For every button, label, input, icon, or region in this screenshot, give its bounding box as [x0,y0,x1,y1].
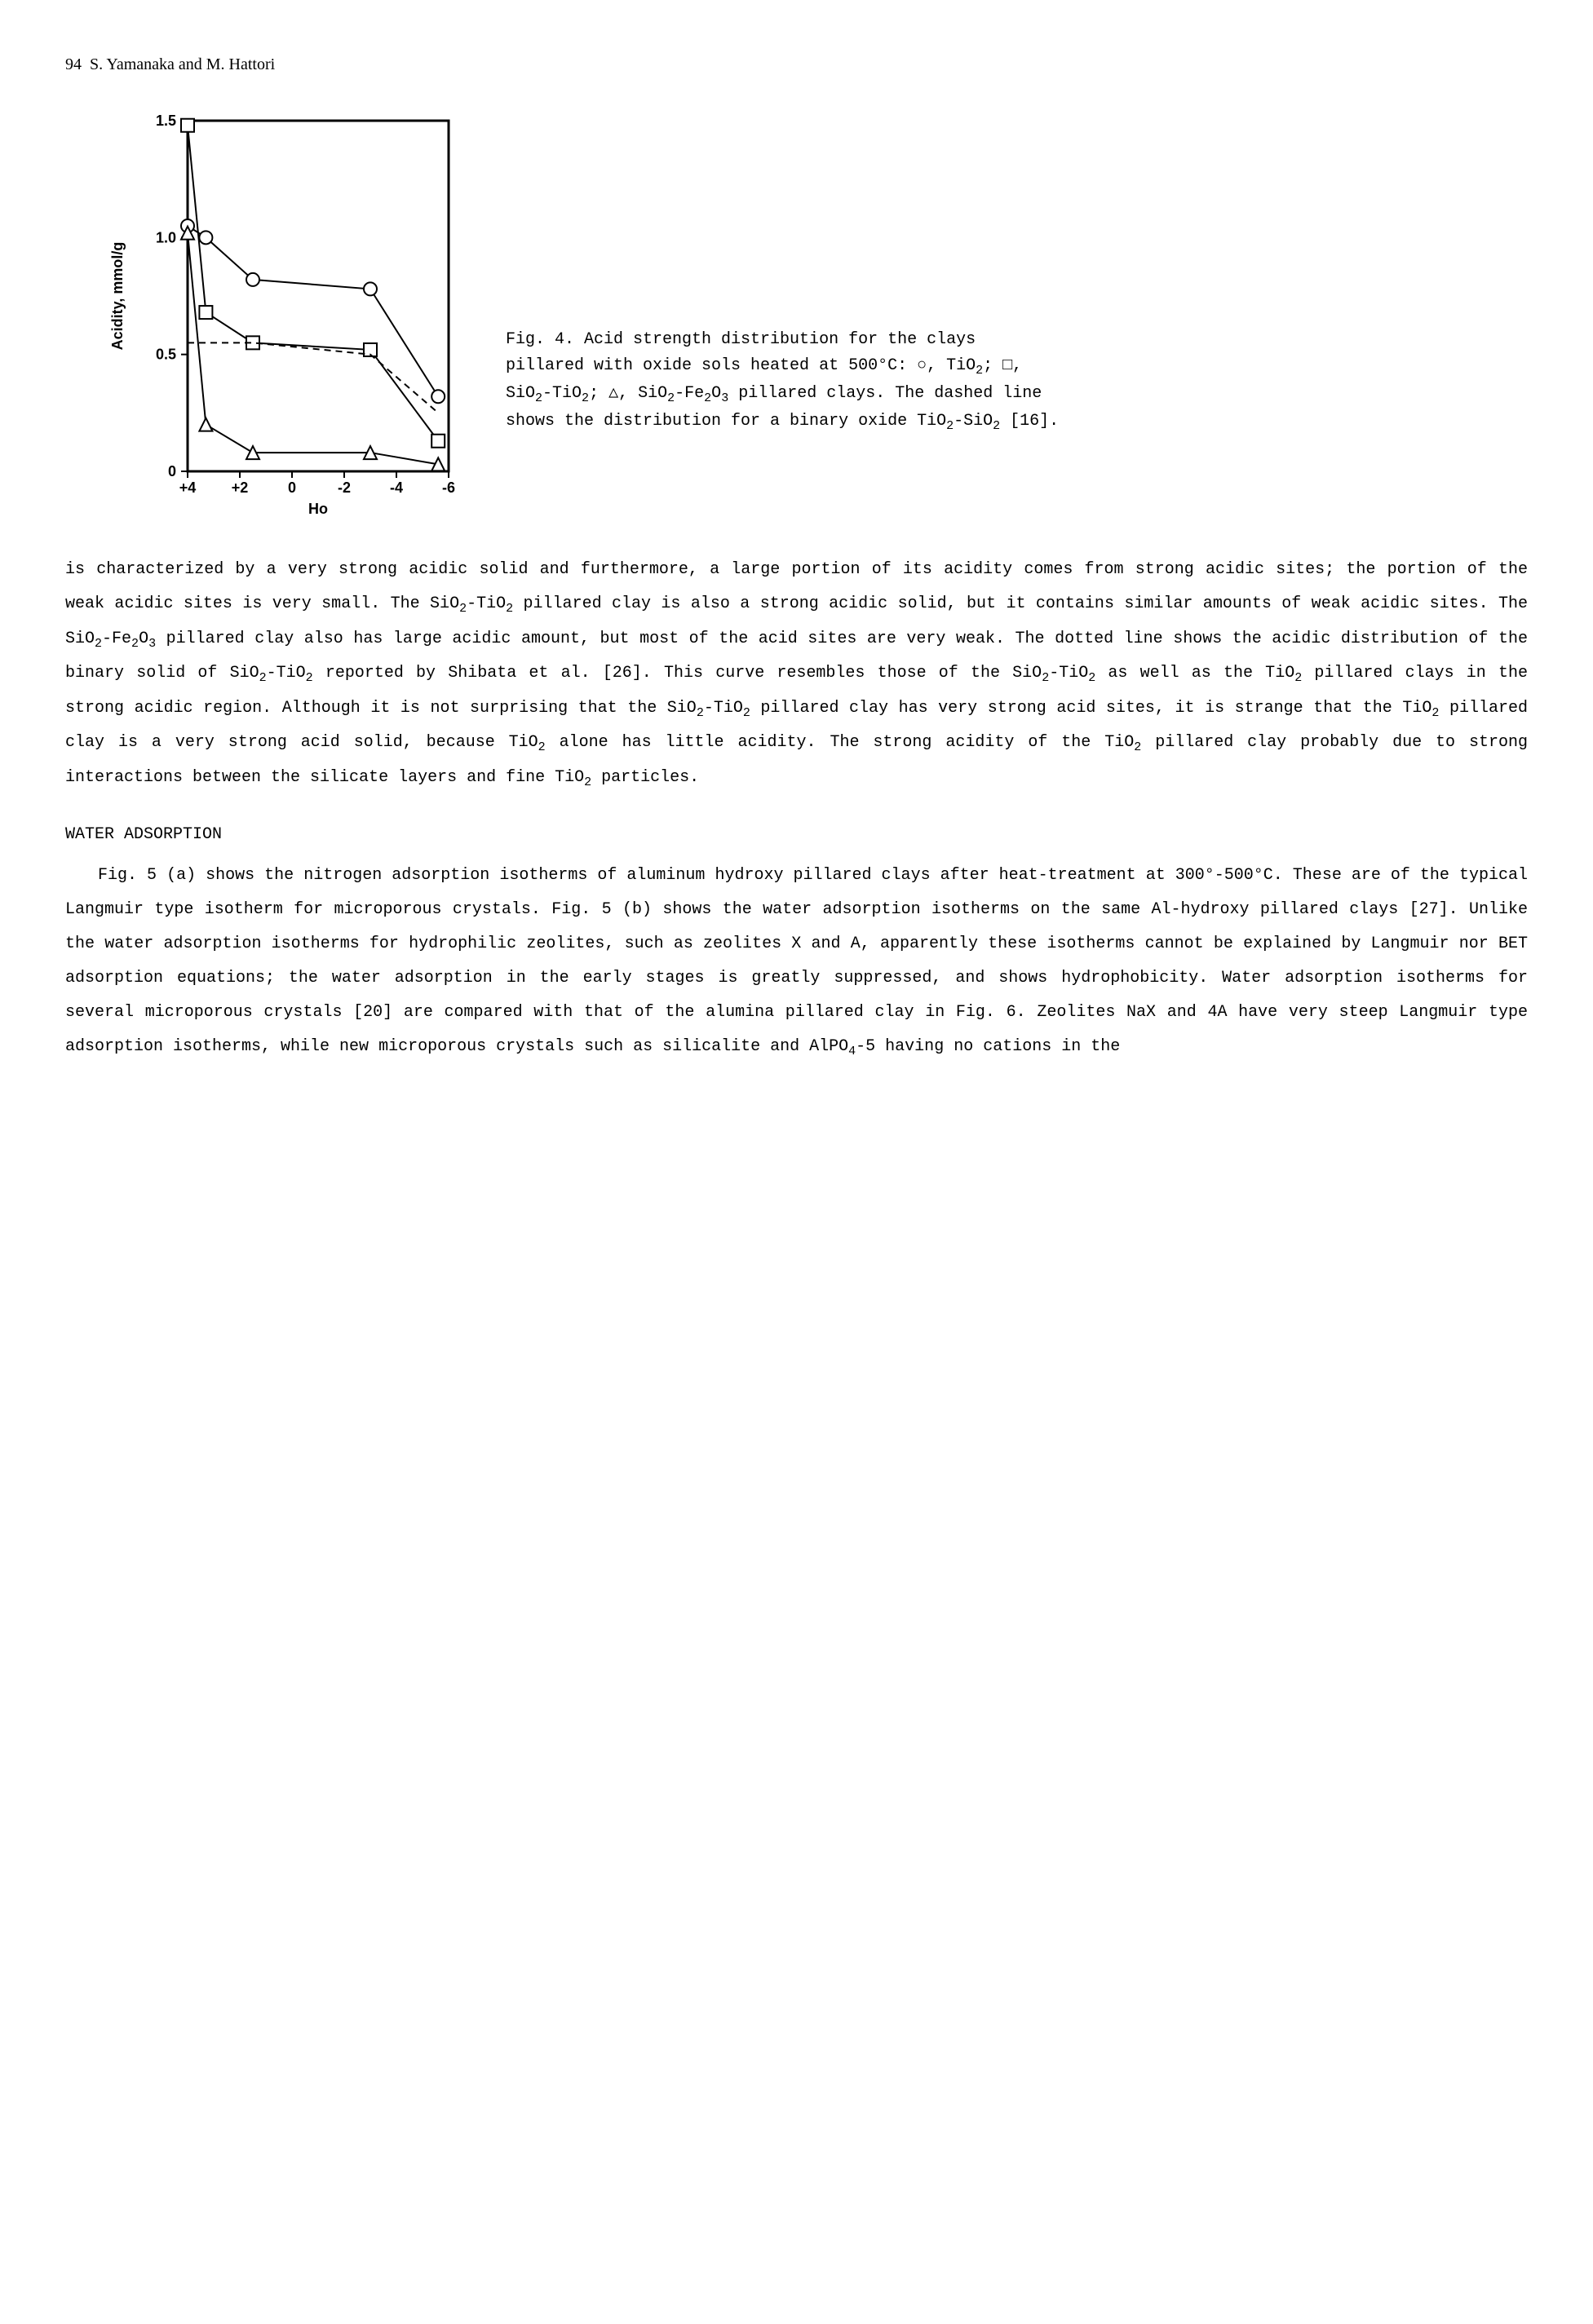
svg-text:+4: +4 [179,479,197,496]
svg-text:1.5: 1.5 [156,113,176,129]
svg-text:Acidity, mmol/g: Acidity, mmol/g [109,242,126,351]
figure-caption: Fig. 4. Acid strength distribution for t… [506,327,1060,436]
body-paragraph-1: is characterized by a very strong acidic… [65,553,1528,795]
page-header: 94 S. Yamanaka and M. Hattori [65,49,1528,80]
svg-text:0: 0 [168,463,176,479]
page-number: 94 [65,55,82,73]
section-heading-water: WATER ADSORPTION [65,820,1528,851]
svg-text:1.0: 1.0 [156,229,176,245]
svg-text:0: 0 [288,479,296,496]
acid-strength-chart: 0 0.5 1.0 1.5 +4 +2 0 -2 -4 -6 Acidity, mmol/g Ho [98,104,473,528]
svg-text:-2: -2 [338,479,351,496]
svg-text:+2: +2 [232,479,249,496]
figure-row: 0 0.5 1.0 1.5 +4 +2 0 -2 -4 -6 Acidity, mmol/g Ho F… [65,104,1528,528]
body-paragraph-2: Fig. 5 (a) shows the nitrogen adsorption… [65,859,1528,1065]
svg-text:0.5: 0.5 [156,347,176,363]
authors: S. Yamanaka and M. Hattori [90,55,275,73]
svg-text:-6: -6 [442,479,455,496]
svg-text:Ho: Ho [308,501,328,517]
svg-text:-4: -4 [390,479,403,496]
